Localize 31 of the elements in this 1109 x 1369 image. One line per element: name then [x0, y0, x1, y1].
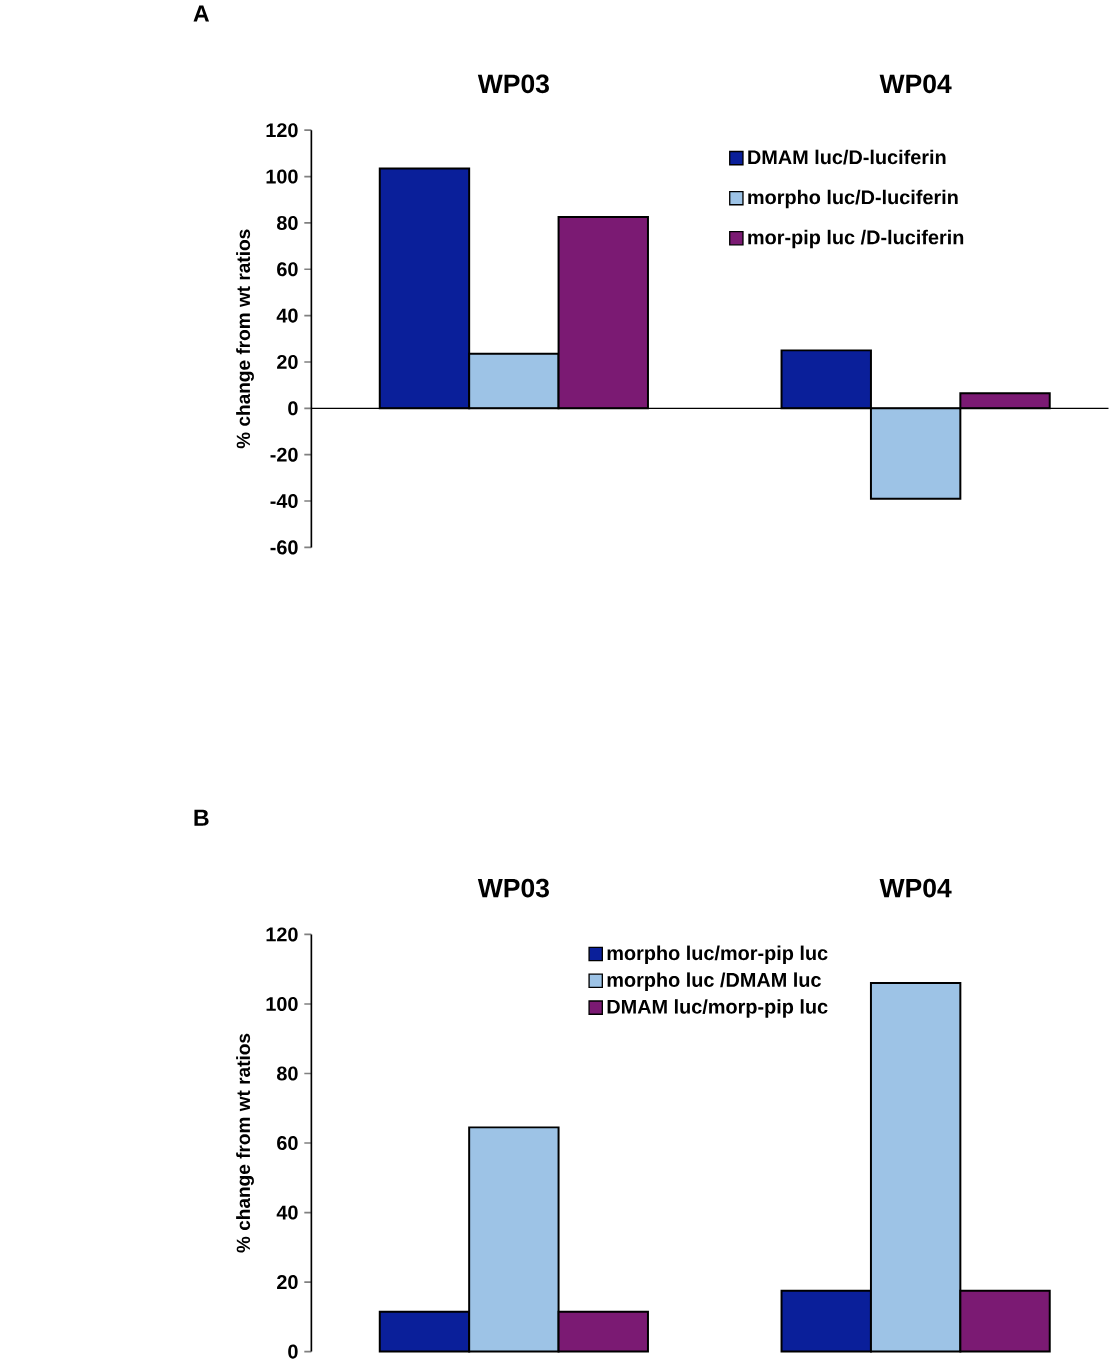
y-tick-label: 80 [276, 215, 298, 230]
legend-label: DMAM luc/morp-pip luc [607, 999, 828, 1018]
y-tick-label: 100 [266, 996, 298, 1011]
y-tick-label: 40 [276, 1205, 298, 1220]
x-tick-label: WP03 [477, 878, 549, 898]
legend-label: mor-pip luc /D-luciferin [748, 229, 964, 249]
y-tick-label: -20 [270, 447, 298, 462]
y-tick-label: -60 [270, 540, 298, 555]
y-tick-label: 120 [266, 123, 298, 138]
y-tick-label: 20 [277, 354, 298, 369]
y-tick-label: 0 [288, 1344, 298, 1359]
chart-title: A [193, 5, 209, 22]
x-tick-label: WP03 [477, 74, 549, 94]
y-tick-label: -40 [270, 494, 298, 509]
y-tick-label: 20 [277, 1275, 298, 1290]
x-tick-label: WP04 [879, 878, 952, 898]
y-tick-label: 60 [277, 1136, 298, 1151]
y-tick-label: 120 [266, 927, 298, 942]
y-tick-label: 100 [266, 169, 298, 184]
y-tick-label: 80 [276, 1066, 298, 1081]
x-tick-label: WP04 [879, 74, 952, 94]
y-axis-title: % change from wt ratios [236, 1033, 254, 1253]
chart-title: B [194, 809, 209, 826]
y-tick-label: 60 [277, 262, 298, 277]
y-tick-label: 0 [288, 401, 298, 416]
y-axis-title: % change from wt ratios [236, 229, 254, 449]
legend-label: DMAM luc/D-luciferin [748, 149, 946, 165]
y-tick-label: 40 [276, 308, 298, 323]
legend-label: morpho luc/D-luciferin [748, 189, 958, 209]
legend-label: morpho luc/mor-pip luc [607, 945, 828, 965]
legend-label: morpho luc /DMAM luc [607, 972, 821, 991]
